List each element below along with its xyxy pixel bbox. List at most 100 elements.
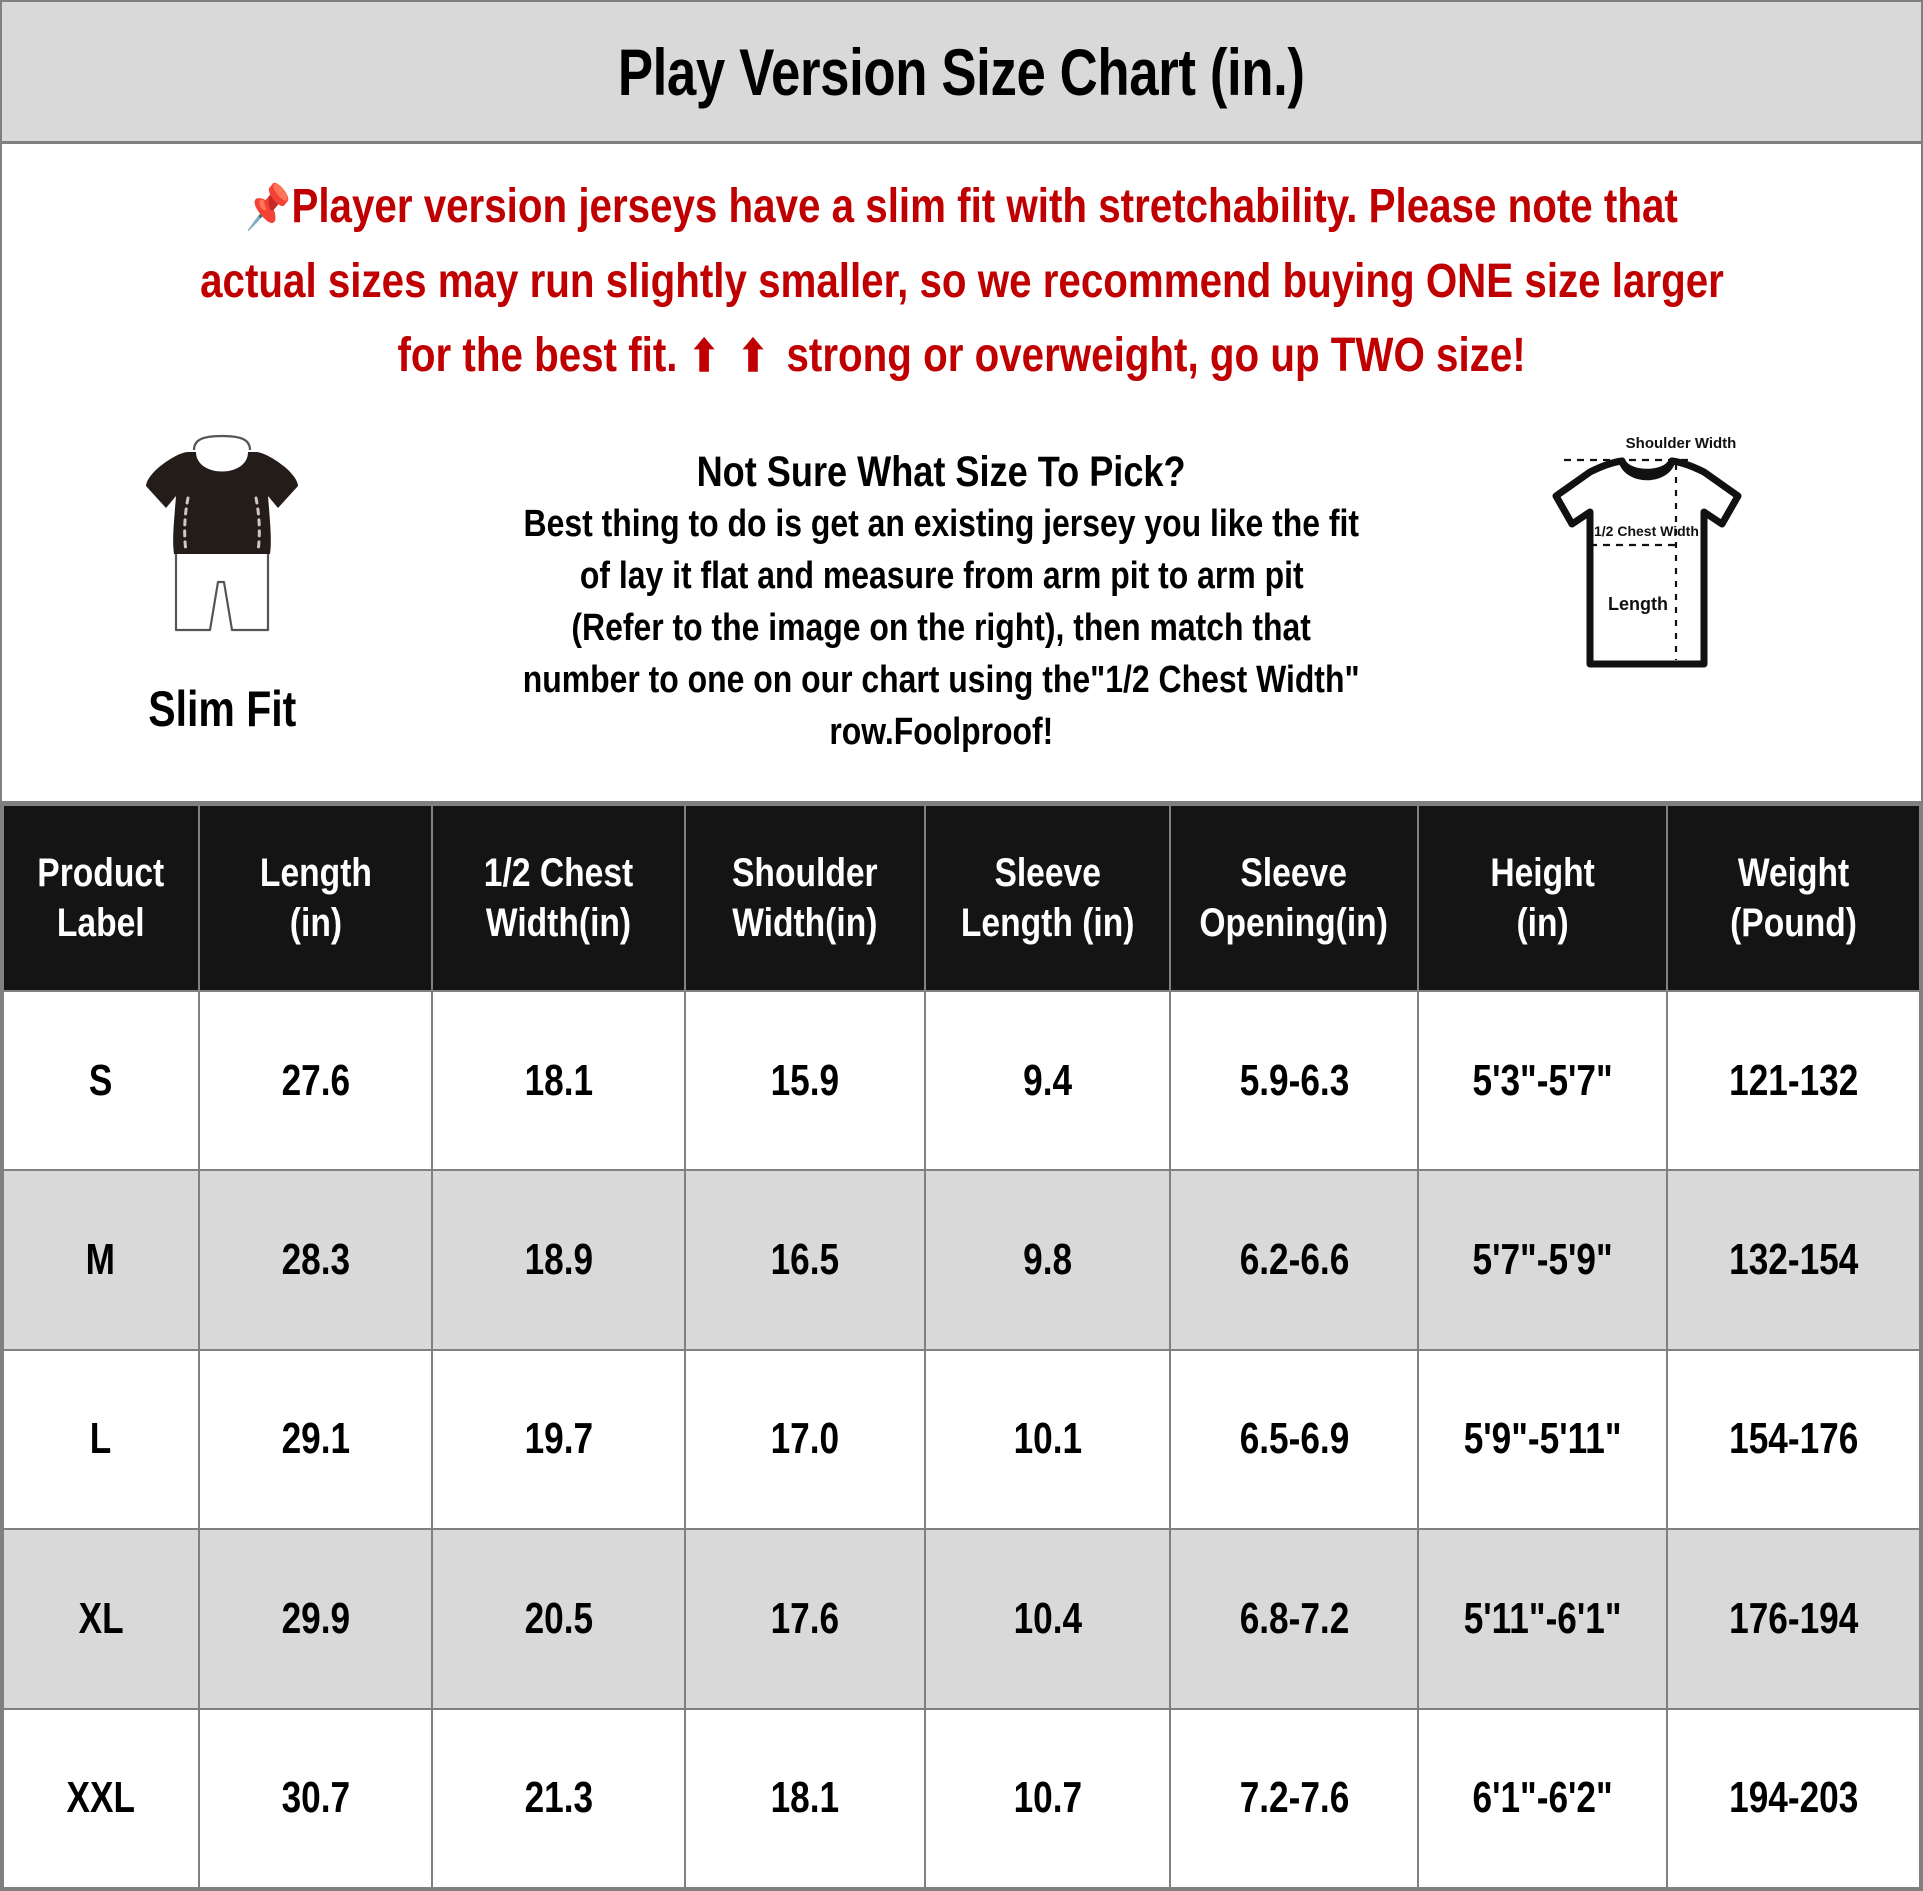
measurement-cell: 21.3 xyxy=(431,1707,687,1889)
cell-text: L xyxy=(90,1414,112,1464)
column-header-line: Opening(in) xyxy=(1199,901,1389,945)
measurement-cell: 5'9"-5'11" xyxy=(1416,1348,1668,1531)
cell-text: 6.8-7.2 xyxy=(1239,1593,1349,1643)
measurement-cell: 5'3"-5'7" xyxy=(1416,989,1668,1172)
measurement-cell: 6.2-6.6 xyxy=(1169,1169,1419,1351)
cell-text: 5.9-6.3 xyxy=(1239,1055,1349,1105)
measurement-cell: 9.8 xyxy=(924,1169,1172,1351)
slim-fit-label: Slim Fit xyxy=(147,681,297,737)
cell-text: 5'3"-5'7" xyxy=(1472,1055,1613,1105)
size-label-cell: M xyxy=(2,1169,200,1351)
tee-diagram-column: Shoulder Width 1/2 Chest Width Length xyxy=(1481,424,1881,692)
column-header-line: Length xyxy=(259,851,372,895)
cell-text: 7.2-7.6 xyxy=(1239,1773,1349,1823)
measurement-cell: 29.1 xyxy=(197,1348,434,1531)
table-row: L 29.1 19.7 17.0 10.1 6.5-6.9 5'9"-5'11" 154-17… xyxy=(2,1348,1921,1531)
pushpin-icon: 📌 xyxy=(245,183,292,232)
measurement-cell: 6.5-6.9 xyxy=(1169,1348,1419,1531)
measurement-cell: 154-176 xyxy=(1665,1348,1921,1531)
measurement-cell: 121-132 xyxy=(1665,989,1921,1172)
measurement-cell: 18.1 xyxy=(684,1707,927,1889)
measurement-cell: 7.2-7.6 xyxy=(1169,1707,1419,1889)
measurement-cell: 6'1"-6'2" xyxy=(1416,1707,1668,1889)
size-label-cell: L xyxy=(2,1348,200,1531)
page-title: Play Version Size Chart (in.) xyxy=(618,34,1305,109)
notice-line-3: for the best fit. ⬆ ⬆ strong or overweig… xyxy=(397,319,1525,394)
column-header-line: (Pound) xyxy=(1730,901,1857,945)
cell-text: 29.9 xyxy=(281,1593,350,1643)
size-table: Product Label Length (in) 1/2 Chest Width(in)… xyxy=(2,804,1921,1889)
cell-text: 194-203 xyxy=(1728,1773,1859,1823)
cell-text: 121-132 xyxy=(1728,1055,1859,1105)
tshirt-measurement-icon: Shoulder Width 1/2 Chest Width Length xyxy=(1552,435,1742,668)
cell-text: XXL xyxy=(66,1773,135,1823)
size-table-body: S 27.6 18.1 15.9 9.4 5.9-6.3 5'3"-5'7" 121-132 M… xyxy=(2,989,1921,1889)
info-band: Slim Fit Not Sure What Size To Pick? Bes… xyxy=(2,414,1921,804)
cell-text: 18.1 xyxy=(770,1773,840,1823)
measurement-cell: 30.7 xyxy=(197,1707,434,1889)
column-header-line: Width(in) xyxy=(732,901,878,945)
chart-title-bar: Play Version Size Chart (in.) xyxy=(2,2,1921,144)
column-header-line: Length (in) xyxy=(960,901,1135,945)
column-header-5: Sleeve Opening(in) xyxy=(1169,804,1419,992)
measurement-cell: 176-194 xyxy=(1665,1528,1921,1710)
cell-text: 9.4 xyxy=(1023,1055,1073,1105)
cell-text: M xyxy=(86,1235,116,1285)
cell-text: 18.1 xyxy=(524,1055,594,1105)
column-header-2: 1/2 Chest Width(in) xyxy=(431,804,687,992)
cell-text: 10.4 xyxy=(1013,1593,1082,1643)
notice-line-3-pre: for the best fit. xyxy=(397,329,678,382)
measurement-cell: 9.4 xyxy=(924,989,1172,1172)
cell-text: 6.5-6.9 xyxy=(1239,1414,1349,1464)
size-label-cell: XL xyxy=(2,1528,200,1710)
column-header-line: Height xyxy=(1490,851,1595,895)
column-header-line: Product xyxy=(37,851,165,895)
cell-text: 30.7 xyxy=(281,1773,350,1823)
help-line-2: (Refer to the image on the right), then … xyxy=(571,607,1312,649)
measurement-cell: 15.9 xyxy=(684,989,927,1172)
measurement-cell: 5.9-6.3 xyxy=(1169,989,1419,1172)
measurement-cell: 5'11"-6'1" xyxy=(1416,1528,1668,1710)
cell-text: 132-154 xyxy=(1728,1235,1859,1285)
measurement-cell: 28.3 xyxy=(197,1169,434,1351)
cell-text: 176-194 xyxy=(1728,1593,1859,1643)
length-caption: Length xyxy=(1608,594,1668,614)
half-chest-width-caption: 1/2 Chest Width xyxy=(1594,523,1699,539)
cell-text: 9.8 xyxy=(1023,1235,1073,1285)
cell-text: 18.9 xyxy=(524,1235,594,1285)
cell-text: 6.2-6.6 xyxy=(1239,1235,1349,1285)
column-header-line: Width(in) xyxy=(486,901,632,945)
measurement-cell: 6.8-7.2 xyxy=(1169,1528,1419,1710)
cell-text: 19.7 xyxy=(524,1414,594,1464)
arrow-up-icon-2: ⬆ xyxy=(737,332,776,381)
cell-text: 16.5 xyxy=(770,1235,840,1285)
help-title: Not Sure What Size To Pick? xyxy=(696,448,1187,496)
size-help-column: Not Sure What Size To Pick? Best thing t… xyxy=(402,424,1481,758)
measurement-cell: 19.7 xyxy=(431,1348,687,1531)
cell-text: 5'9"-5'11" xyxy=(1463,1414,1622,1464)
cell-text: S xyxy=(89,1055,113,1105)
cell-text: 21.3 xyxy=(524,1773,594,1823)
cell-text: 154-176 xyxy=(1728,1414,1859,1464)
cell-text: XL xyxy=(78,1593,124,1643)
measurement-cell: 17.6 xyxy=(684,1528,927,1710)
cell-text: 29.1 xyxy=(281,1414,350,1464)
help-line-4: row.Foolproof! xyxy=(829,711,1054,753)
cell-text: 17.0 xyxy=(770,1414,840,1464)
measurement-cell: 17.0 xyxy=(684,1348,927,1531)
cell-text: 28.3 xyxy=(281,1235,350,1285)
column-header-7: Weight (Pound) xyxy=(1665,804,1921,992)
help-line-3: number to one on our chart using the"1/2… xyxy=(523,659,1360,701)
measurement-cell: 16.5 xyxy=(684,1169,927,1351)
size-label-cell: XXL xyxy=(2,1707,200,1889)
cell-text: 5'7"-5'9" xyxy=(1472,1235,1613,1285)
size-table-wrapper: Product Label Length (in) 1/2 Chest Width(in)… xyxy=(2,804,1921,1889)
measurement-cell: 10.1 xyxy=(924,1348,1172,1531)
shoulder-width-caption: Shoulder Width xyxy=(1626,435,1737,452)
measurement-cell: 27.6 xyxy=(197,989,434,1172)
column-header-line: Label xyxy=(56,901,145,945)
column-header-1: Length (in) xyxy=(197,804,434,992)
measurement-cell: 194-203 xyxy=(1665,1707,1921,1889)
column-header-6: Height (in) xyxy=(1416,804,1668,992)
